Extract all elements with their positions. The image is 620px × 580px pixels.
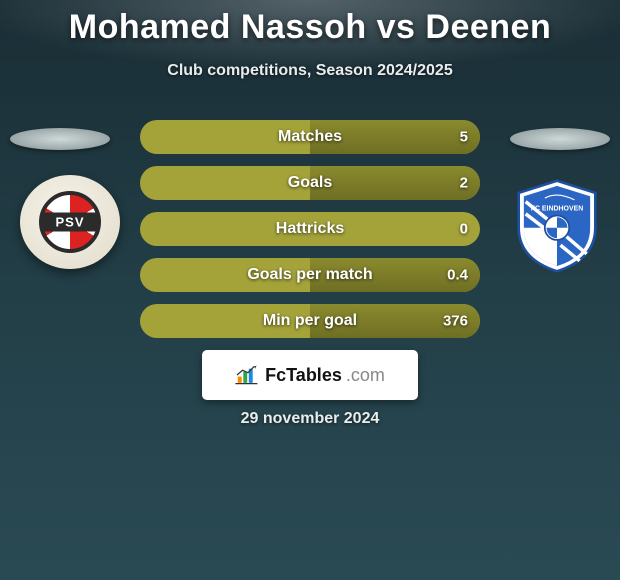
stat-label: Hattricks (276, 220, 344, 238)
stat-label: Min per goal (263, 312, 357, 330)
stat-rows: Matches 5 Goals 2 Hattricks 0 Goals per match 0… (140, 120, 480, 350)
stat-value-right: 376 (443, 313, 468, 330)
fce-badge-text: FC EINDHOVEN (531, 205, 584, 212)
stat-value-right: 0.4 (447, 267, 468, 284)
brand-card[interactable]: FcTables.com (202, 350, 418, 400)
stat-label: Matches (278, 128, 342, 146)
page-subtitle: Club competitions, Season 2024/2025 (0, 62, 620, 80)
player-left-silhouette (10, 128, 110, 150)
comparison-card: Mohamed Nassoh vs Deenen Club competitio… (0, 0, 620, 580)
stat-row: Goals per match 0.4 (140, 258, 480, 292)
player-right-silhouette (510, 128, 610, 150)
stat-row: Matches 5 (140, 120, 480, 154)
fc-eindhoven-badge-icon: FC EINDHOVEN (507, 179, 593, 271)
stat-value-right: 5 (460, 129, 468, 146)
stat-row: Min per goal 376 (140, 304, 480, 338)
club-badge-right: FC EINDHOVEN (500, 178, 600, 272)
stat-value-right: 2 (460, 175, 468, 192)
bar-chart-icon (235, 364, 261, 386)
psv-badge-text: PSV (43, 213, 97, 232)
brand-light: .com (346, 365, 385, 386)
club-badge-left: PSV (20, 175, 120, 269)
psv-badge-icon: PSV (39, 191, 101, 253)
stat-value-right: 0 (460, 221, 468, 238)
stat-label: Goals (288, 174, 332, 192)
stat-fill-right (310, 166, 480, 200)
stat-row: Goals 2 (140, 166, 480, 200)
stat-label: Goals per match (247, 266, 372, 284)
stat-row: Hattricks 0 (140, 212, 480, 246)
page-title: Mohamed Nassoh vs Deenen (0, 8, 620, 47)
brand-strong: FcTables (265, 365, 342, 386)
footer-date: 29 november 2024 (0, 410, 620, 428)
